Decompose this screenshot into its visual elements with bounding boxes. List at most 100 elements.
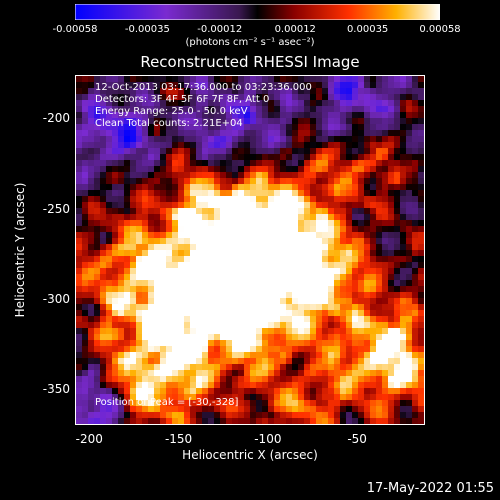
heatmap-cell — [412, 232, 419, 239]
heatmap-cell — [274, 166, 281, 173]
heatmap-cell — [370, 130, 377, 137]
heatmap-cell — [280, 172, 287, 179]
heatmap-cell — [262, 412, 269, 419]
heatmap-cell — [112, 304, 119, 311]
heatmap-cell — [178, 310, 185, 317]
heatmap-cell — [136, 370, 143, 377]
heatmap-cell — [94, 310, 101, 317]
heatmap-cell — [226, 370, 233, 377]
heatmap-cell — [388, 304, 395, 311]
heatmap-cell — [244, 118, 251, 125]
heatmap-cell — [412, 370, 419, 377]
heatmap-cell — [208, 346, 215, 353]
heatmap-cell — [226, 238, 233, 245]
heatmap-cell — [190, 316, 197, 323]
heatmap-cell — [364, 370, 371, 377]
heatmap-cell — [100, 334, 107, 341]
heatmap-cell — [364, 316, 371, 323]
heatmap-cell — [256, 262, 263, 269]
heatmap-cell — [382, 148, 389, 155]
heatmap-cell — [328, 244, 335, 251]
heatmap-cell — [394, 130, 401, 137]
heatmap-cell — [136, 352, 143, 359]
heatmap-cell — [400, 364, 407, 371]
heatmap-cell — [322, 244, 329, 251]
heatmap-cell — [244, 166, 251, 173]
heatmap-cell — [334, 196, 341, 203]
heatmap-cell — [394, 250, 401, 257]
heatmap-cell — [232, 76, 239, 83]
heatmap-cell — [358, 376, 365, 383]
heatmap-cell — [166, 292, 173, 299]
heatmap-cell — [166, 334, 173, 341]
heatmap-cell — [310, 388, 317, 395]
heatmap-cell — [394, 142, 401, 149]
heatmap-cell — [316, 268, 323, 275]
heatmap-cell — [328, 256, 335, 263]
heatmap-cell — [334, 250, 341, 257]
heatmap-cell — [94, 88, 101, 95]
heatmap-cell — [412, 202, 419, 209]
heatmap-cell — [214, 154, 221, 161]
heatmap-cell — [298, 148, 305, 155]
colorbar-label: (photons cm⁻² s⁻¹ asec⁻²) — [185, 37, 315, 48]
heatmap-cell — [376, 352, 383, 359]
heatmap-cell — [154, 232, 161, 239]
heatmap-cell — [124, 358, 131, 365]
heatmap-cell — [100, 310, 107, 317]
heatmap-cell — [148, 316, 155, 323]
heatmap-cell — [196, 286, 203, 293]
heatmap-cell — [316, 196, 323, 203]
heatmap-cell — [268, 304, 275, 311]
heatmap-cell — [82, 244, 89, 251]
heatmap-cell — [196, 310, 203, 317]
heatmap-cell — [124, 208, 131, 215]
heatmap-cell — [328, 250, 335, 257]
heatmap-cell — [328, 340, 335, 347]
heatmap-cell — [196, 106, 203, 113]
heatmap-cell — [352, 358, 359, 365]
heatmap-cell — [364, 178, 371, 185]
heatmap-cell — [76, 256, 83, 263]
heatmap-cell — [112, 316, 119, 323]
heatmap-cell — [364, 406, 371, 413]
heatmap-cell — [304, 82, 311, 89]
heatmap-cell — [100, 280, 107, 287]
heatmap-cell — [244, 244, 251, 251]
heatmap-cell — [268, 100, 275, 107]
heatmap-cell — [298, 130, 305, 137]
heatmap-cell — [160, 340, 167, 347]
heatmap-cell — [310, 316, 317, 323]
heatmap-cell — [394, 340, 401, 347]
heatmap-cell — [328, 178, 335, 185]
heatmap-cell — [244, 106, 251, 113]
heatmap-cell — [82, 280, 89, 287]
heatmap-cell — [394, 154, 401, 161]
heatmap-cell — [370, 292, 377, 299]
heatmap-cell — [370, 184, 377, 191]
heatmap-cell — [406, 100, 413, 107]
heatmap-cell — [346, 328, 353, 335]
heatmap-cell — [124, 370, 131, 377]
heatmap-cell — [292, 256, 299, 263]
heatmap-cell — [418, 220, 424, 227]
heatmap-cell — [322, 262, 329, 269]
heatmap-cell — [382, 166, 389, 173]
heatmap-cell — [196, 142, 203, 149]
heatmap-cell — [160, 268, 167, 275]
heatmap-cell — [184, 130, 191, 137]
heatmap-cell — [88, 130, 95, 137]
heatmap-cell — [388, 322, 395, 329]
heatmap-cell — [406, 376, 413, 383]
heatmap-cell — [178, 154, 185, 161]
heatmap-cell — [196, 172, 203, 179]
heatmap-cell — [154, 184, 161, 191]
heatmap-cell — [160, 154, 167, 161]
heatmap-cell — [82, 142, 89, 149]
heatmap-cell — [364, 124, 371, 131]
heatmap-cell — [112, 232, 119, 239]
heatmap-cell — [112, 334, 119, 341]
y-tick-label: -300 — [42, 291, 70, 306]
heatmap-cell — [196, 256, 203, 263]
heatmap-cell — [94, 292, 101, 299]
